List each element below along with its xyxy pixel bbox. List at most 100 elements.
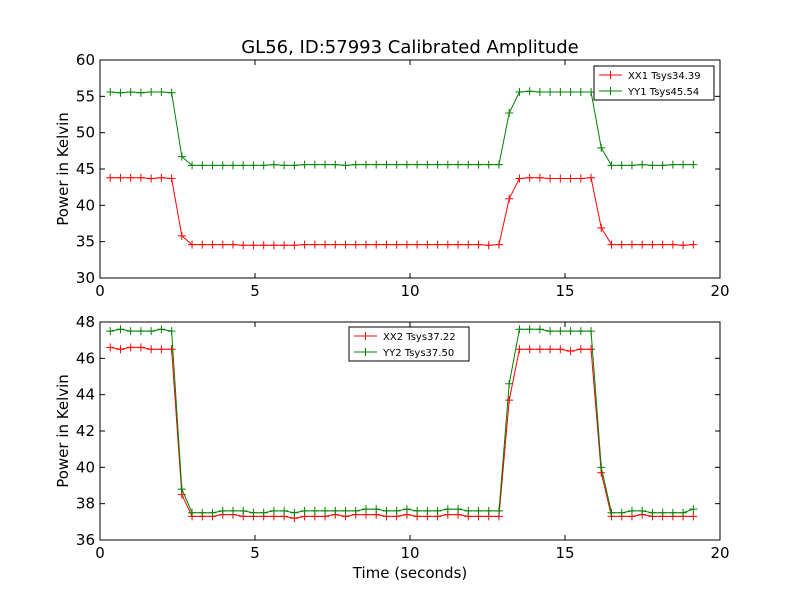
top-y-tick-label: 50 bbox=[76, 124, 95, 142]
top-data-point bbox=[423, 160, 432, 169]
top-data-point bbox=[116, 88, 125, 97]
top-data-point bbox=[157, 87, 166, 96]
top-data-point bbox=[556, 87, 565, 96]
bottom-x-tick-label: 20 bbox=[710, 544, 729, 562]
top-data-point bbox=[188, 161, 197, 170]
bottom-data-point bbox=[556, 345, 565, 354]
bottom-data-point bbox=[607, 508, 616, 517]
top-data-point bbox=[484, 160, 493, 169]
bottom-data-point bbox=[617, 508, 626, 517]
bottom-legend-box bbox=[348, 326, 470, 362]
top-data-point bbox=[474, 240, 483, 249]
top-data-point bbox=[167, 174, 176, 183]
bottom-data-point bbox=[372, 505, 381, 514]
top-data-point bbox=[566, 87, 575, 96]
top-data-point bbox=[505, 194, 514, 203]
top-data-point bbox=[617, 161, 626, 170]
bottom-y-tick-label: 44 bbox=[76, 386, 95, 404]
top-data-point bbox=[331, 160, 340, 169]
top-data-point bbox=[413, 160, 422, 169]
top-legend-box bbox=[593, 65, 715, 101]
bottom-x-tick-label: 15 bbox=[555, 544, 574, 562]
bottom-data-point bbox=[126, 343, 135, 352]
bottom-data-point bbox=[668, 508, 677, 517]
bottom-data-point bbox=[433, 506, 442, 515]
top-data-point bbox=[341, 240, 350, 249]
bottom-data-point bbox=[535, 345, 544, 354]
bottom-data-point bbox=[423, 506, 432, 515]
top-data-point bbox=[402, 160, 411, 169]
bottom-data-point bbox=[587, 327, 596, 336]
bottom-data-point bbox=[157, 325, 166, 334]
bottom-data-point bbox=[689, 505, 698, 514]
bottom-data-point bbox=[402, 505, 411, 514]
x-axis-label: Time (seconds) bbox=[352, 564, 468, 582]
bottom-data-point bbox=[167, 345, 176, 354]
bottom-data-point bbox=[546, 327, 555, 336]
top-data-point bbox=[627, 240, 636, 249]
top-data-point bbox=[126, 87, 135, 96]
top-data-point bbox=[321, 160, 330, 169]
bottom-data-point bbox=[505, 396, 514, 405]
bottom-data-point bbox=[280, 506, 289, 515]
top-data-point bbox=[484, 241, 493, 250]
top-data-point bbox=[658, 240, 667, 249]
top-data-point bbox=[689, 160, 698, 169]
top-data-point bbox=[638, 160, 647, 169]
bottom-data-point bbox=[689, 512, 698, 521]
top-data-point bbox=[177, 231, 186, 240]
top-data-point bbox=[597, 143, 606, 152]
top-data-point bbox=[239, 161, 248, 170]
top-data-point bbox=[668, 240, 677, 249]
bottom-y-tick-label: 42 bbox=[76, 422, 95, 440]
top-data-point bbox=[147, 174, 156, 183]
top-data-point bbox=[454, 240, 463, 249]
top-data-point bbox=[218, 161, 227, 170]
bottom-series-2 bbox=[106, 325, 698, 517]
bottom-data-point bbox=[300, 506, 309, 515]
top-data-point bbox=[648, 240, 657, 249]
top-data-point bbox=[392, 240, 401, 249]
top-x-tick-label: 0 bbox=[95, 282, 105, 300]
bottom-legend-label: YY2 Tsys37.50 bbox=[382, 348, 454, 359]
bottom-data-point bbox=[157, 345, 166, 354]
bottom-data-point bbox=[218, 506, 227, 515]
top-y-tick-label: 55 bbox=[76, 87, 95, 105]
bottom-data-point bbox=[239, 506, 248, 515]
bottom-data-point bbox=[443, 505, 452, 514]
top-series-2 bbox=[106, 87, 698, 170]
bottom-data-point bbox=[321, 506, 330, 515]
top-data-point bbox=[535, 173, 544, 182]
bottom-data-point bbox=[454, 505, 463, 514]
bottom-data-point bbox=[361, 505, 370, 514]
top-data-point bbox=[668, 160, 677, 169]
top-series-line-2 bbox=[110, 90, 694, 166]
top-data-point bbox=[188, 240, 197, 249]
top-data-point bbox=[505, 109, 514, 118]
bottom-data-point bbox=[566, 347, 575, 356]
top-data-point bbox=[290, 241, 299, 250]
top-y-tick-label: 30 bbox=[76, 269, 95, 287]
bottom-data-point bbox=[310, 506, 319, 515]
top-x-tick-label: 10 bbox=[400, 282, 419, 300]
top-x-tick-label: 20 bbox=[710, 282, 729, 300]
top-legend-label: XX1 Tsys34.39 bbox=[628, 71, 701, 82]
top-data-point bbox=[331, 240, 340, 249]
top-data-point bbox=[433, 160, 442, 169]
top-data-point bbox=[106, 173, 115, 182]
top-data-point bbox=[413, 240, 422, 249]
bottom-data-point bbox=[648, 508, 657, 517]
bottom-data-point bbox=[546, 345, 555, 354]
top-data-point bbox=[454, 160, 463, 169]
bottom-data-point bbox=[587, 345, 596, 354]
bottom-legend: XX2 Tsys37.22 YY2 Tsys37.50 bbox=[348, 326, 470, 362]
bottom-data-point bbox=[177, 485, 186, 494]
bottom-legend-label: XX2 Tsys37.22 bbox=[383, 332, 456, 343]
bottom-data-point bbox=[464, 506, 473, 515]
bottom-data-point bbox=[188, 508, 197, 517]
bottom-data-point bbox=[638, 506, 647, 515]
top-series-1 bbox=[106, 173, 698, 250]
top-data-point bbox=[239, 241, 248, 250]
top-data-point bbox=[198, 240, 207, 249]
